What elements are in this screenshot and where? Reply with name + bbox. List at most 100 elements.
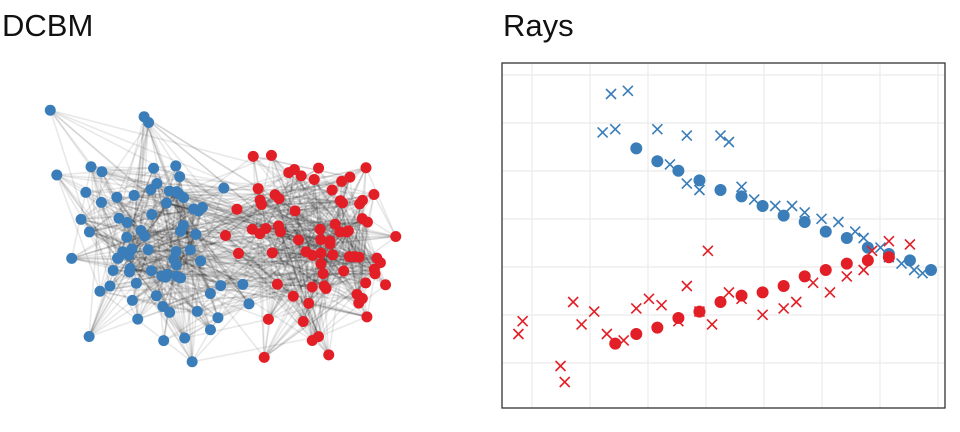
network-node bbox=[271, 278, 283, 290]
cross-stroke bbox=[651, 123, 663, 135]
network-edge bbox=[308, 302, 368, 318]
network-edge bbox=[279, 231, 320, 337]
network-node bbox=[83, 226, 95, 238]
network-edge bbox=[144, 235, 325, 287]
network-edge bbox=[127, 221, 294, 297]
network-edge bbox=[122, 167, 367, 253]
network-node bbox=[315, 234, 327, 246]
network-edge bbox=[116, 196, 336, 226]
network-node bbox=[170, 160, 182, 172]
network-edge bbox=[89, 208, 194, 233]
network-node bbox=[164, 306, 176, 318]
network-edge bbox=[126, 193, 180, 224]
point-cross bbox=[681, 178, 693, 190]
network-edge bbox=[365, 167, 397, 237]
network-node bbox=[306, 281, 318, 293]
network-edge bbox=[270, 155, 314, 256]
cross-stroke bbox=[567, 296, 579, 308]
network-edge bbox=[323, 203, 361, 287]
point-cross bbox=[778, 302, 790, 314]
network-edge bbox=[252, 155, 336, 225]
point-circle bbox=[798, 216, 811, 228]
network-node bbox=[390, 231, 402, 243]
network-node bbox=[190, 228, 202, 240]
network-node bbox=[179, 332, 191, 344]
network-edge bbox=[71, 213, 153, 260]
network-edge bbox=[80, 218, 142, 232]
network-edge bbox=[150, 206, 203, 272]
point-cross bbox=[559, 376, 571, 388]
network-node bbox=[308, 173, 320, 185]
network-edge bbox=[129, 230, 182, 270]
network-edge bbox=[88, 222, 129, 337]
cross-stroke bbox=[681, 178, 693, 190]
network-edge bbox=[313, 179, 360, 258]
network-edge bbox=[274, 194, 314, 341]
network-edge bbox=[183, 196, 396, 238]
network-edge bbox=[276, 239, 300, 285]
network-node bbox=[283, 167, 295, 179]
network-node bbox=[380, 279, 392, 291]
network-edge bbox=[109, 202, 168, 287]
network-edge bbox=[173, 258, 250, 305]
network-edge bbox=[129, 178, 315, 273]
network-edge bbox=[176, 276, 186, 339]
network-edge bbox=[259, 233, 304, 322]
network-edge bbox=[332, 254, 375, 270]
network-edge bbox=[175, 250, 313, 342]
network-node bbox=[258, 351, 270, 363]
network-edge bbox=[126, 221, 175, 260]
network-edge bbox=[257, 188, 360, 304]
network-node bbox=[148, 162, 160, 174]
network-edge bbox=[274, 194, 330, 356]
network-node bbox=[327, 249, 339, 261]
point-cross bbox=[723, 286, 735, 298]
cross-stroke bbox=[786, 200, 798, 212]
network-node bbox=[368, 189, 380, 201]
network-edge bbox=[165, 203, 169, 275]
network-edge bbox=[101, 171, 169, 275]
network-edge bbox=[267, 167, 320, 320]
point-circle bbox=[630, 328, 643, 340]
point-circle bbox=[735, 190, 748, 203]
network-edge bbox=[278, 198, 322, 254]
network-node bbox=[338, 265, 350, 277]
network-node bbox=[191, 305, 203, 317]
network-edge bbox=[90, 165, 224, 189]
network-edge bbox=[131, 249, 150, 301]
point-cross bbox=[693, 306, 706, 318]
network-edge bbox=[140, 193, 180, 232]
network-node bbox=[113, 212, 125, 224]
network-node bbox=[361, 311, 373, 323]
network-edge bbox=[85, 182, 158, 194]
network-edge bbox=[191, 335, 319, 363]
network-edge bbox=[140, 229, 196, 236]
cross-stroke bbox=[609, 123, 621, 135]
rays-plot-background bbox=[502, 63, 945, 408]
network-edge bbox=[325, 268, 375, 290]
cross-stroke bbox=[735, 181, 748, 193]
network-edge bbox=[56, 174, 191, 251]
network-edge bbox=[128, 210, 200, 273]
network-node bbox=[126, 294, 138, 306]
network-node bbox=[104, 280, 116, 292]
network-edge bbox=[199, 187, 225, 262]
network-edge bbox=[357, 221, 369, 304]
point-cross bbox=[723, 136, 735, 148]
point-cross bbox=[643, 293, 655, 305]
network-edge bbox=[195, 233, 244, 285]
network-edge bbox=[297, 239, 314, 341]
network-edge bbox=[198, 210, 325, 287]
network-edge bbox=[182, 225, 212, 330]
network-node bbox=[252, 183, 264, 195]
point-cross bbox=[622, 85, 634, 97]
network-edge bbox=[251, 198, 280, 230]
network-edge bbox=[277, 225, 320, 337]
point-cross bbox=[554, 360, 567, 372]
cross-stroke bbox=[643, 293, 655, 305]
network-edge bbox=[137, 292, 211, 320]
cross-stroke bbox=[748, 194, 760, 206]
network-edge bbox=[153, 167, 259, 190]
network-edge bbox=[272, 238, 321, 254]
network-edge bbox=[163, 316, 219, 342]
